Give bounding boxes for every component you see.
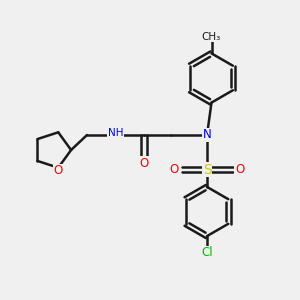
Text: CH₃: CH₃ [202, 32, 221, 42]
Text: O: O [140, 157, 148, 170]
Text: O: O [235, 163, 244, 176]
Text: O: O [170, 163, 179, 176]
Text: S: S [202, 163, 211, 176]
Text: O: O [54, 164, 63, 177]
Text: N: N [202, 128, 211, 142]
Text: NH: NH [108, 128, 123, 139]
Text: Cl: Cl [201, 246, 213, 259]
